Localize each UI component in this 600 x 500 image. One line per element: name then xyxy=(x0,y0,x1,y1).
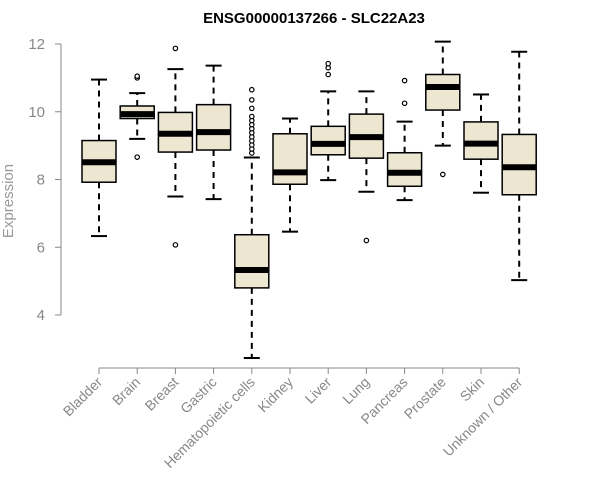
y-tick-label: 8 xyxy=(37,172,45,189)
box-brain xyxy=(119,73,155,160)
boxes-group xyxy=(81,40,537,360)
iqr-box xyxy=(463,121,499,160)
x-tick-label: Breast xyxy=(142,374,182,414)
box-breast xyxy=(157,45,194,248)
outlier-point xyxy=(363,237,370,244)
x-tick-label: Kidney xyxy=(255,374,297,416)
outlier-point xyxy=(401,77,408,84)
y-axis-label: Expression xyxy=(0,164,17,238)
box-liver xyxy=(310,60,346,182)
box-skin xyxy=(463,93,499,194)
outlier-point xyxy=(134,154,141,160)
outlier-point xyxy=(172,45,179,52)
iqr-box xyxy=(310,125,346,156)
outlier-point xyxy=(249,86,255,93)
box-pancreas xyxy=(386,77,423,202)
x-tick-label: Prostate xyxy=(401,374,449,422)
box-lung xyxy=(348,90,385,244)
outlier-point xyxy=(439,171,446,178)
box-bladder xyxy=(81,78,117,238)
box-prostate xyxy=(425,40,461,178)
iqr-box xyxy=(272,133,308,185)
box-gastric xyxy=(195,64,232,201)
outlier-point xyxy=(325,60,332,67)
x-tick-label: Brain xyxy=(109,374,143,408)
x-tick-label: Liver xyxy=(302,374,335,407)
iqr-box xyxy=(425,73,461,111)
y-tick-label: 10 xyxy=(28,104,45,121)
y-axis: 4 6 8 10 12 xyxy=(28,36,62,324)
y-tick-label: 6 xyxy=(37,239,45,256)
iqr-box xyxy=(234,233,270,289)
iqr-box xyxy=(386,151,423,188)
outlier-point xyxy=(172,242,179,248)
y-tick-label: 12 xyxy=(28,36,45,53)
outlier-point xyxy=(401,100,408,107)
box-kidney xyxy=(272,117,308,233)
outlier-point xyxy=(249,97,255,103)
outlier-point xyxy=(249,113,255,120)
x-tick-label: Lung xyxy=(339,374,372,407)
x-tick-label: Skin xyxy=(457,374,488,405)
box-unknown-other xyxy=(501,50,537,282)
iqr-box xyxy=(195,103,232,151)
outlier-point xyxy=(325,71,332,78)
box-hematopoietic-cells xyxy=(234,86,270,360)
outlier-point xyxy=(249,105,255,112)
outlier-point xyxy=(134,73,141,79)
y-tick-label: 4 xyxy=(37,307,45,324)
chart-title: ENSG00000137266 - SLC22A23 xyxy=(203,10,425,27)
x-tick-label: Bladder xyxy=(60,374,106,420)
